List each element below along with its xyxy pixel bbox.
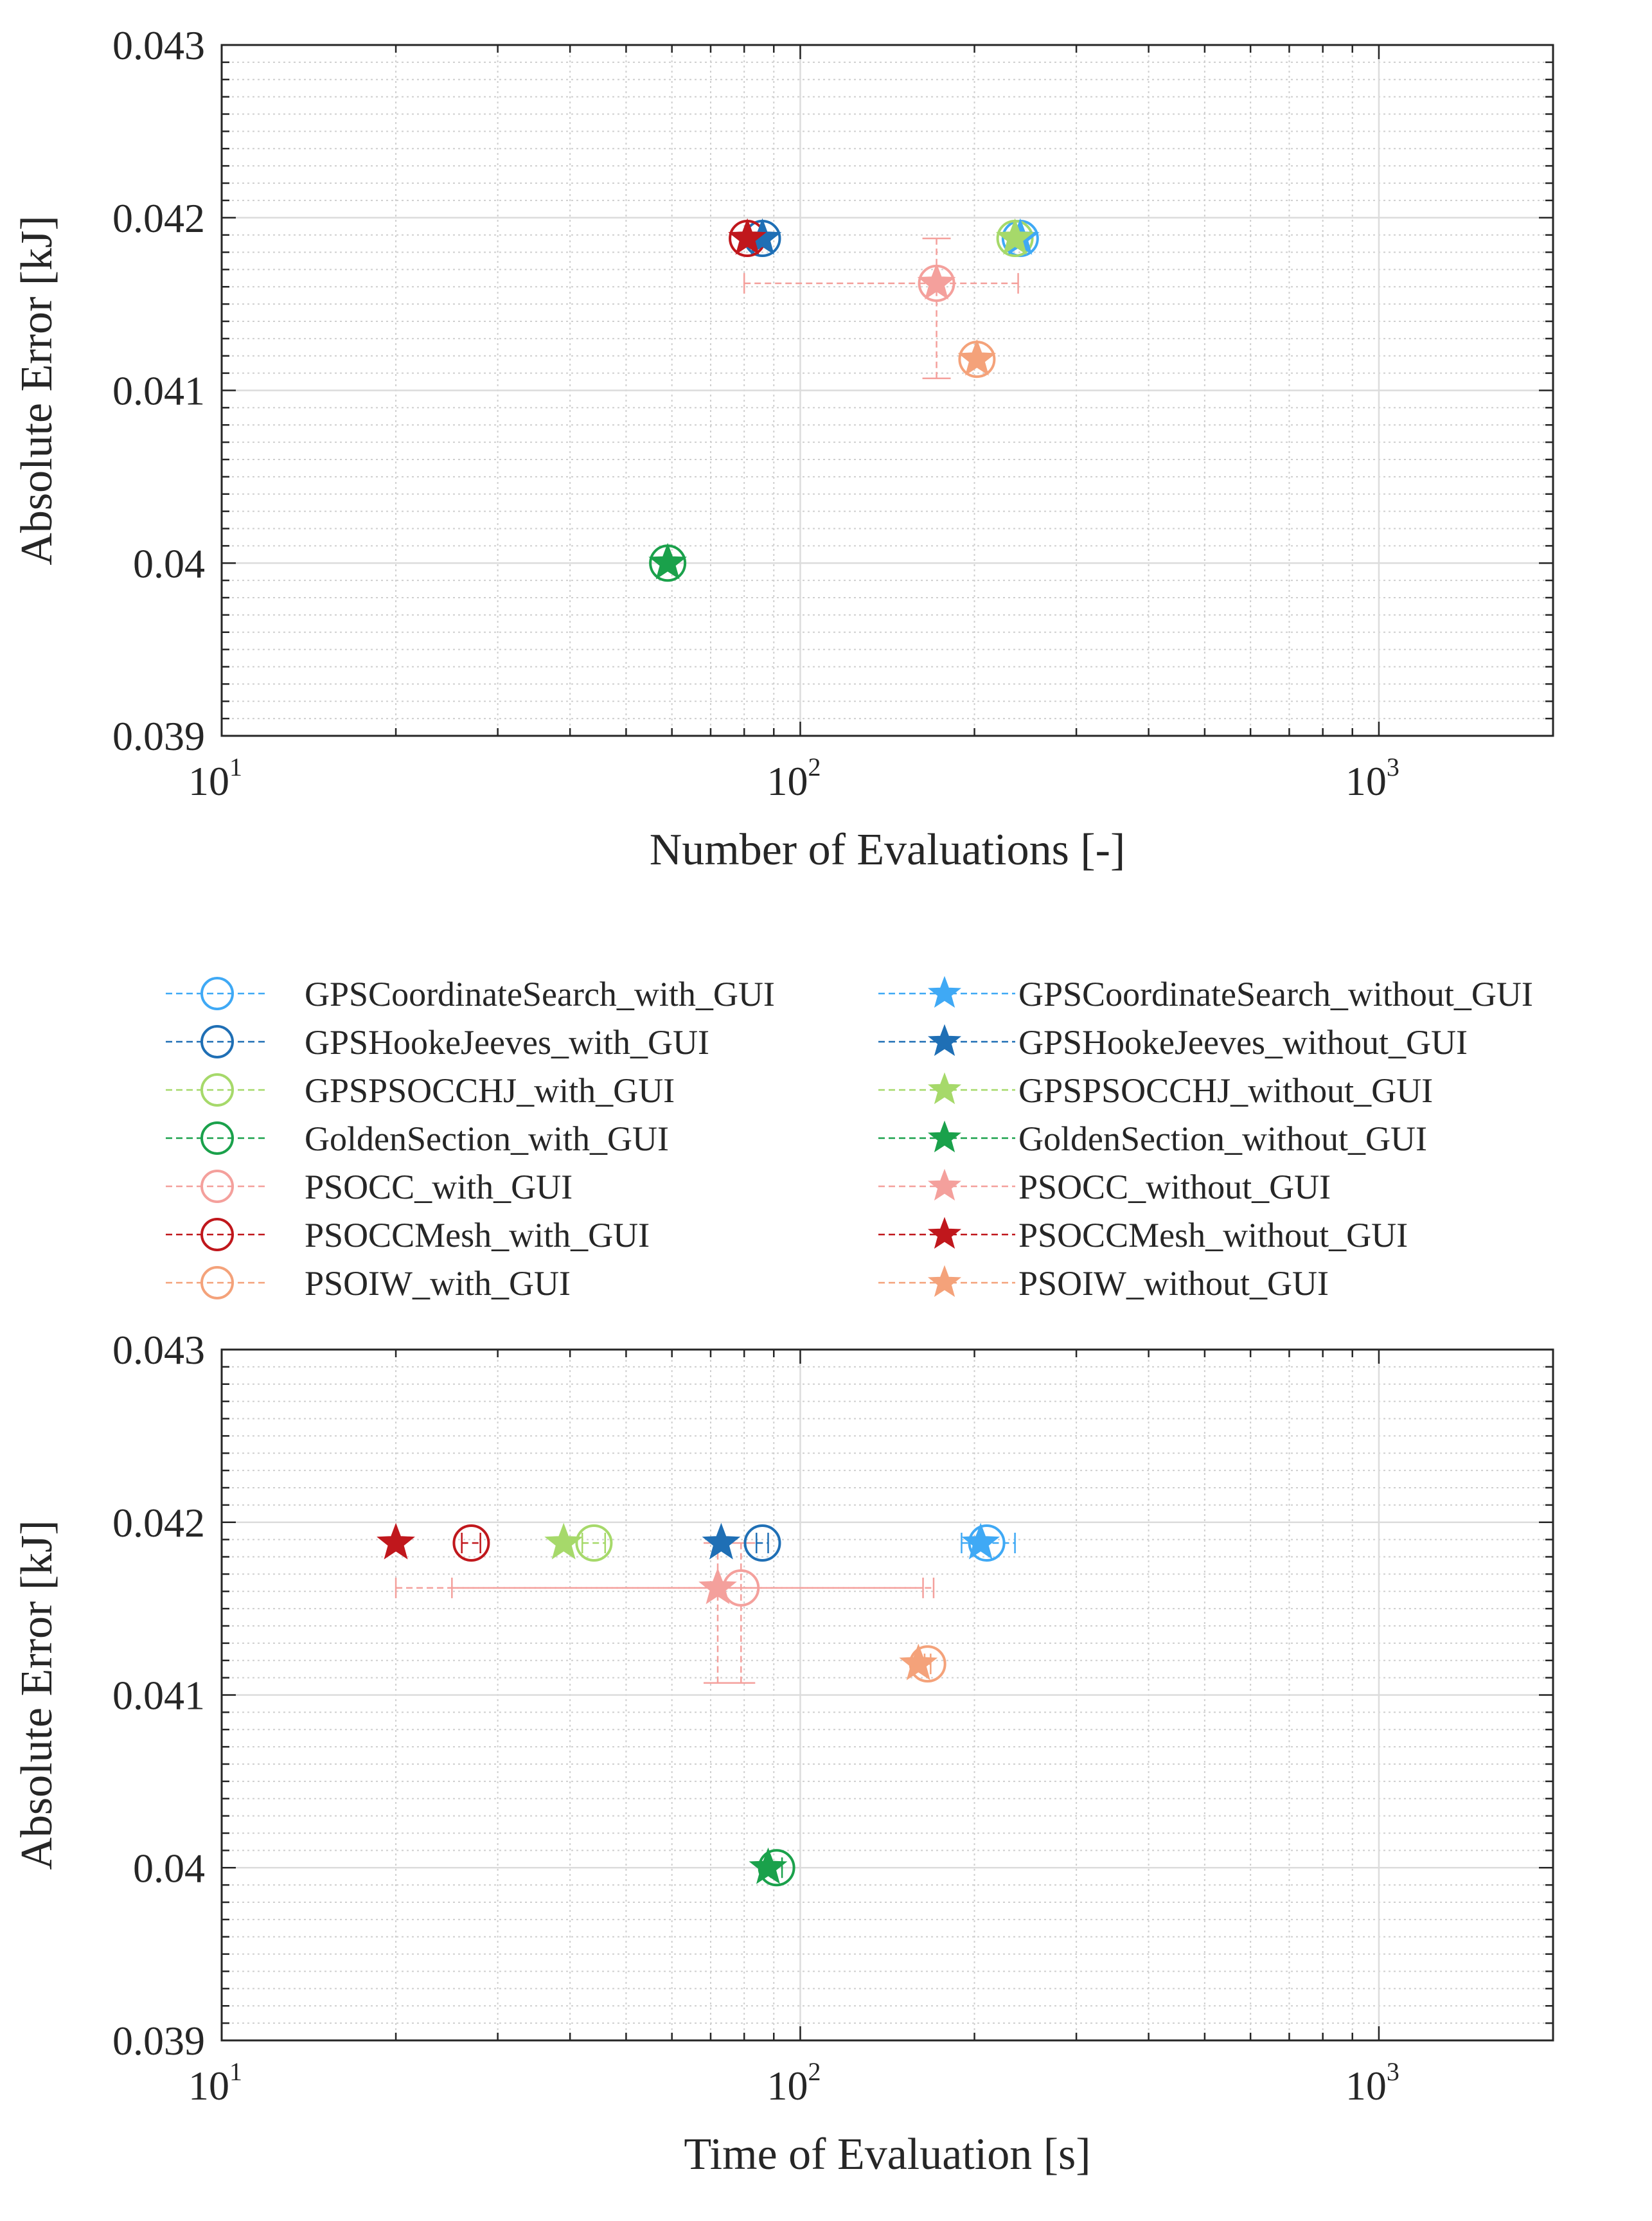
bottom-point-psocc-without-gui bbox=[698, 1567, 737, 1605]
top-x-axis-label: Number of Evaluations [-] bbox=[650, 825, 1126, 875]
bottom-ticks bbox=[220, 1348, 1554, 2042]
bottom-markers bbox=[377, 1522, 1006, 1887]
bottom-point-goldensection-without-gui bbox=[749, 1847, 788, 1884]
legend-entry-gpshookejeeves-with-gui: GPSHookeJeeves_with_GUI bbox=[166, 1023, 709, 1062]
top-point-psocc-without-gui bbox=[917, 263, 956, 300]
legend-label: GoldenSection_with_GUI bbox=[305, 1119, 669, 1158]
top-point-psoiw-without-gui bbox=[957, 339, 997, 376]
top-axes-box bbox=[220, 44, 1554, 737]
bottom-x-axis-label: Time of Evaluation [s] bbox=[684, 2130, 1090, 2179]
legend-label: PSOCCMesh_without_GUI bbox=[1018, 1216, 1408, 1254]
legend-marker-star bbox=[927, 976, 962, 1008]
legend-entry-psoccmesh-with-gui: PSOCCMesh_with_GUI bbox=[166, 1216, 650, 1254]
legend-marker-star bbox=[927, 1072, 962, 1105]
legend: GPSCoordinateSearch_with_GUI GPSHookeJeev… bbox=[166, 975, 1533, 1303]
legend-marker-star bbox=[927, 1024, 962, 1057]
top-y-tick-label: 0.041 bbox=[112, 368, 205, 414]
legend-label: GPSCoordinateSearch_with_GUI bbox=[305, 975, 775, 1013]
legend-label: PSOCC_with_GUI bbox=[305, 1168, 573, 1206]
top-plot-evaluations: 0.039 0.04 0.041 0.042 0.043 101 102 103 Number … bbox=[12, 22, 1554, 875]
legend-entry-goldensection-without-gui: GoldenSection_without_GUI bbox=[878, 1119, 1427, 1158]
legend-marker-circle bbox=[200, 1073, 234, 1107]
bottom-point-psoiw-without-gui bbox=[899, 1643, 938, 1681]
bottom-point-psoccmesh-with-gui bbox=[452, 1524, 490, 1562]
legend-marker-circle bbox=[200, 1266, 234, 1299]
legend-marker-circle bbox=[200, 977, 234, 1010]
legend-entry-psocc-without-gui: PSOCC_without_GUI bbox=[878, 1168, 1331, 1206]
top-y-axis-label: Absolute Error [kJ] bbox=[12, 215, 62, 565]
legend-entry-gpshookejeeves-without-gui: GPSHookeJeeves_without_GUI bbox=[878, 1023, 1468, 1062]
top-x-tick-label: 101 bbox=[188, 753, 242, 804]
bottom-y-axis-label: Absolute Error [kJ] bbox=[12, 1520, 62, 1869]
top-y-tick-label: 0.043 bbox=[112, 22, 205, 68]
top-grid bbox=[222, 44, 1553, 737]
legend-marker-circle bbox=[200, 1121, 234, 1155]
legend-entry-gpscoordinatesearch-without-gui: GPSCoordinateSearch_without_GUI bbox=[878, 975, 1533, 1013]
bottom-x-tick-label: 102 bbox=[767, 2057, 821, 2109]
legend-entry-psoiw-without-gui: PSOIW_without_GUI bbox=[878, 1264, 1329, 1303]
top-x-tick-label: 103 bbox=[1346, 753, 1399, 804]
bottom-y-tick-label: 0.04 bbox=[133, 1845, 205, 1891]
legend-marker-star bbox=[927, 1265, 962, 1298]
bottom-point-gpspsocchj-with-gui bbox=[575, 1524, 613, 1562]
bottom-point-gpspsocchj-without-gui bbox=[544, 1522, 583, 1560]
top-ticks bbox=[220, 44, 1554, 737]
legend-marker-star bbox=[927, 1168, 962, 1201]
legend-entry-psoiw-with-gui: PSOIW_with_GUI bbox=[166, 1264, 571, 1303]
bottom-y-tick-label: 0.042 bbox=[112, 1500, 205, 1546]
bottom-y-tick-label: 0.043 bbox=[112, 1327, 205, 1373]
legend-entry-gpspsocchj-with-gui: GPSPSOCCHJ_with_GUI bbox=[166, 1071, 675, 1110]
bottom-point-gpshookejeeves-with-gui bbox=[743, 1524, 781, 1562]
top-markers bbox=[648, 218, 1040, 582]
bottom-point-psoccmesh-without-gui bbox=[377, 1522, 415, 1560]
top-point-gpspsocchj-without-gui bbox=[995, 218, 1035, 255]
bottom-x-tick-label: 101 bbox=[188, 2057, 242, 2109]
legend-label: PSOCC_without_GUI bbox=[1018, 1168, 1331, 1206]
legend-marker-circle bbox=[200, 1170, 234, 1203]
legend-entry-psoccmesh-without-gui: PSOCCMesh_without_GUI bbox=[878, 1216, 1408, 1254]
legend-label: GoldenSection_without_GUI bbox=[1018, 1119, 1427, 1158]
top-y-tick-label: 0.039 bbox=[112, 713, 205, 759]
legend-label: PSOIW_with_GUI bbox=[305, 1264, 571, 1303]
legend-entry-gpscoordinatesearch-with-gui: GPSCoordinateSearch_with_GUI bbox=[166, 975, 775, 1013]
legend-marker-circle bbox=[200, 1218, 234, 1251]
legend-label: GPSPSOCCHJ_without_GUI bbox=[1018, 1071, 1433, 1110]
bottom-point-gpshookejeeves-without-gui bbox=[702, 1522, 741, 1560]
bottom-plot-time: 0.039 0.04 0.041 0.042 0.043 101 102 103 Time of… bbox=[12, 1327, 1554, 2179]
bottom-point-gpscoordinatesearch-without-gui bbox=[961, 1522, 1000, 1560]
top-point-psoccmesh-without-gui bbox=[728, 218, 767, 255]
legend-label: GPSHookeJeeves_with_GUI bbox=[305, 1023, 709, 1062]
bottom-y-tick-label: 0.041 bbox=[112, 1673, 205, 1718]
bottom-y-tick-label: 0.039 bbox=[112, 2018, 205, 2064]
legend-entry-gpspsocchj-without-gui: GPSPSOCCHJ_without_GUI bbox=[878, 1071, 1433, 1110]
legend-label: PSOIW_without_GUI bbox=[1018, 1264, 1329, 1303]
legend-entry-psocc-with-gui: PSOCC_with_GUI bbox=[166, 1168, 573, 1206]
top-y-tick-label: 0.042 bbox=[112, 195, 205, 241]
legend-label: GPSCoordinateSearch_without_GUI bbox=[1018, 975, 1533, 1013]
bottom-x-tick-label: 103 bbox=[1346, 2057, 1399, 2109]
top-point-goldensection-without-gui bbox=[648, 542, 688, 580]
legend-label: GPSPSOCCHJ_with_GUI bbox=[305, 1071, 675, 1110]
bottom-grid bbox=[222, 1348, 1553, 2042]
legend-marker-circle bbox=[200, 1025, 234, 1058]
top-y-tick-label: 0.04 bbox=[133, 540, 205, 586]
top-error-bars bbox=[743, 237, 1019, 379]
legend-label: GPSHookeJeeves_without_GUI bbox=[1018, 1023, 1468, 1062]
legend-entry-goldensection-with-gui: GoldenSection_with_GUI bbox=[166, 1119, 669, 1158]
legend-marker-star bbox=[927, 1120, 962, 1153]
legend-marker-star bbox=[927, 1217, 962, 1249]
legend-label: PSOCCMesh_with_GUI bbox=[305, 1216, 650, 1254]
bottom-axes-box bbox=[220, 1348, 1554, 2042]
top-x-tick-label: 102 bbox=[767, 753, 821, 804]
